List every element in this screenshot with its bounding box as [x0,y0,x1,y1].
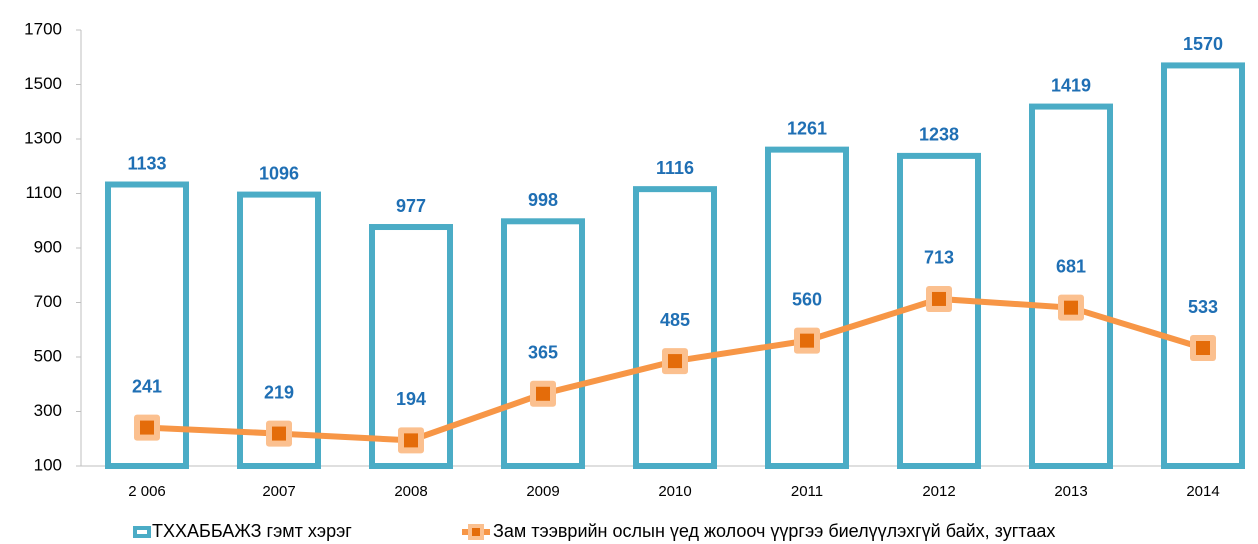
data-label: 365 [528,343,558,363]
x-tick-label: 2013 [1054,483,1087,500]
y-tick-label: 300 [34,401,62,420]
data-label: 533 [1188,297,1218,317]
legend-swatch [133,526,151,538]
x-tick-label: 2009 [526,483,559,500]
x-tick-label: 2007 [262,483,295,500]
legend-label: ТХХАББАЖЗ гэмт хэрэг [152,521,352,541]
marker-core [272,426,286,441]
y-tick-label: 1300 [24,128,62,147]
bar [633,186,717,469]
marker-core [668,354,682,369]
marker-core [404,433,418,448]
y-tick-label: 1100 [25,183,62,202]
legend-label: Зам тээврийн ослын үед жолооч үүргээ бие… [493,521,1055,541]
x-tick-label: 2010 [658,483,691,500]
x-tick-label: 2 006 [128,483,166,500]
y-tick-label: 700 [34,292,62,311]
marker-core [932,291,946,306]
data-label: 560 [792,289,822,309]
bar [765,146,849,469]
data-label: 219 [264,382,294,402]
data-label: 1238 [919,125,959,145]
x-tick-label: 2011 [791,483,823,500]
y-tick-label: 1700 [24,19,62,38]
x-tick-label: 2008 [394,483,427,500]
data-label: 1133 [127,153,166,173]
x-tick-label: 2014 [1186,483,1219,500]
y-tick-label: 1500 [24,74,62,93]
data-label: 1419 [1051,75,1091,95]
data-label: 241 [132,376,162,396]
data-label: 1570 [1183,34,1223,54]
bar [369,224,453,469]
data-label: 1261 [787,118,827,138]
data-label: 1096 [259,163,299,183]
data-label: 1116 [656,158,694,178]
data-label: 713 [924,248,954,268]
x-tick-label: 2012 [922,483,955,500]
bar [897,152,981,470]
marker-core [536,386,550,401]
y-tick-label: 100 [34,455,62,474]
data-label: 977 [396,196,426,216]
data-label: 194 [396,389,426,409]
data-label: 485 [660,310,690,330]
y-tick-label: 900 [34,237,62,256]
bar [1161,62,1245,470]
data-label: 681 [1056,256,1086,276]
y-tick-label: 500 [34,346,62,365]
bar [501,218,585,469]
marker-core [800,333,814,348]
marker-core [140,420,154,435]
legend-swatch [472,528,480,536]
bar [1029,103,1113,469]
data-label: 998 [528,190,558,210]
marker-core [1196,341,1210,356]
marker-core [1064,300,1078,315]
